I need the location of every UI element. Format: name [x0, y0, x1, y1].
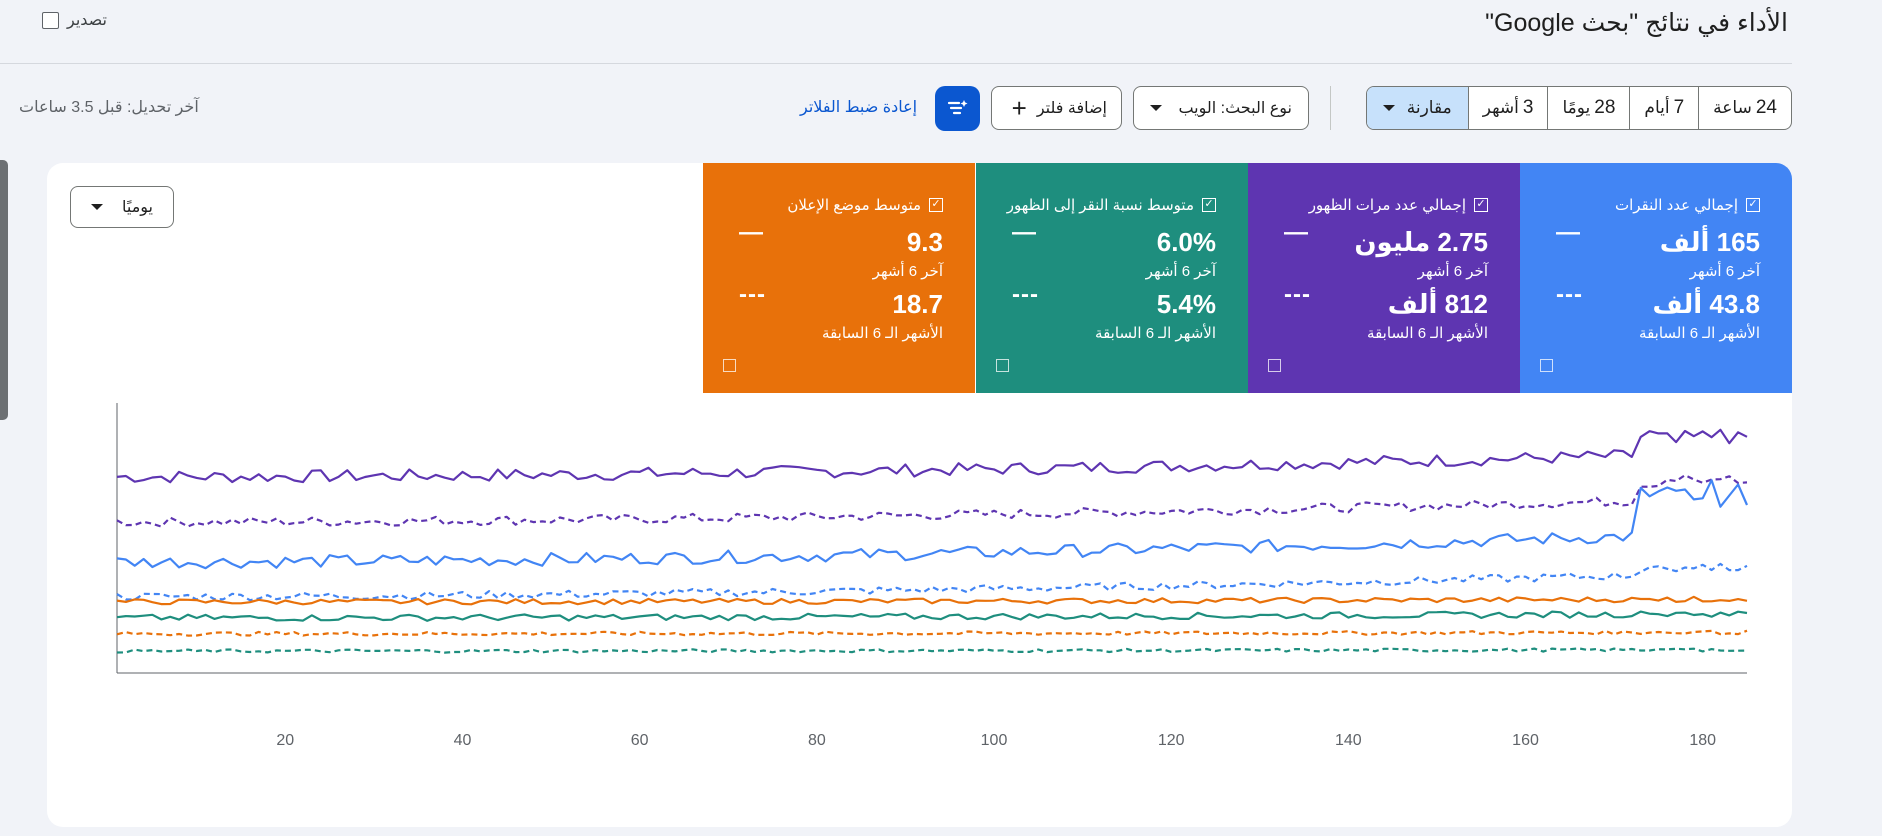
checkbox-checked-icon[interactable]: ✓	[1202, 198, 1216, 212]
export-label: تصدير	[67, 12, 108, 29]
metric-name: متوسط نسبة النقر إلى الظهور	[1006, 197, 1194, 214]
solid-line-legend: —	[1556, 219, 1581, 246]
page-title: الأداء في نتائج "بحث Google"	[1485, 9, 1788, 37]
metric-previous-label: الأشهر الـ 6 السابقة	[1639, 325, 1760, 342]
metric-current-label: آخر 6 أشهر	[1145, 263, 1216, 280]
solid-line-legend: —	[739, 219, 764, 246]
metric-previous-label: الأشهر الـ 6 السابقة	[822, 325, 943, 342]
metric-previous-label: الأشهر الـ 6 السابقة	[1095, 325, 1216, 342]
metric-previous-value: 5.4%	[1156, 289, 1216, 319]
metric-current-value: 165 ألف	[1659, 227, 1760, 257]
date-range-selector: 24 ساعة 7 أيام 28 يومًا 3 أشهر مقارنة	[1365, 86, 1792, 130]
metric-tile-clicks[interactable]: ✓ إجمالي عدد النقرات 165 ألف آخر 6 أشهر 4…	[1520, 163, 1792, 393]
plus-icon: +	[1011, 93, 1027, 123]
series-line-1	[116, 428, 1748, 484]
x-tick-label: 60	[631, 732, 649, 749]
metric-current-value: 2.75 مليون	[1354, 227, 1488, 257]
x-tick-label: 140	[1335, 732, 1362, 749]
metric-tile-position[interactable]: ✓ متوسط موضع الإعلان 9.3 آخر 6 أشهر 18.7 …	[703, 163, 975, 393]
filter-sparkle-icon	[947, 99, 967, 114]
series-line-3	[116, 479, 1749, 570]
range-7-days-button[interactable]: 7 أيام	[1629, 87, 1698, 129]
metric-tile-impressions[interactable]: ✓ إجمالي عدد مرات الظهور 2.75 مليون آخر 6…	[1248, 163, 1520, 393]
series-line-2	[116, 474, 1748, 528]
chevron-down-icon	[1150, 105, 1162, 111]
dashed-line-legend: ---	[1284, 281, 1311, 308]
search-type-label: نوع البحث: الويب	[1178, 100, 1292, 117]
reset-filters-link[interactable]: إعادة ضبط الفلاتر	[800, 99, 918, 116]
x-tick-label: 100	[981, 732, 1008, 749]
export-checkbox-icon[interactable]	[42, 11, 59, 29]
filter-settings-button[interactable]	[935, 86, 980, 131]
checkbox-checked-icon[interactable]: ✓	[1746, 198, 1760, 212]
metric-previous-value: 18.7	[892, 289, 943, 319]
checkbox-checked-icon[interactable]: ✓	[1474, 198, 1488, 212]
x-tick-label: 80	[808, 732, 826, 749]
series-line-6	[116, 610, 1748, 622]
chevron-down-icon	[91, 204, 103, 210]
compare-dropdown[interactable]: مقارنة	[1366, 87, 1468, 129]
metric-previous-label: الأشهر الـ 6 السابقة	[1367, 325, 1488, 342]
chevron-down-icon	[1382, 105, 1395, 111]
last-updated-text: آخر تحديل: قبل 3.5 ساعات	[19, 99, 199, 116]
metric-current-label: آخر 6 أشهر	[1417, 263, 1488, 280]
metric-name: إجمالي عدد النقرات	[1614, 197, 1738, 214]
checkbox-checked-icon[interactable]: ✓	[929, 198, 943, 212]
toolbar-separator	[1330, 86, 1331, 130]
range-24-hours-button[interactable]: 24 ساعة	[1698, 87, 1791, 129]
search-type-dropdown[interactable]: نوع البحث: الويب	[1133, 86, 1309, 130]
range-28-days-button[interactable]: 28 يومًا	[1547, 87, 1629, 129]
info-square-icon[interactable]	[996, 359, 1009, 372]
series-line-5	[116, 595, 1748, 606]
x-tick-label: 160	[1512, 732, 1539, 749]
metric-current-value: 6.0%	[1156, 227, 1216, 257]
metric-current-label: آخر 6 أشهر	[1689, 263, 1760, 280]
metric-previous-value: 812 ألف	[1387, 289, 1488, 319]
metric-name: إجمالي عدد مرات الظهور	[1308, 197, 1466, 214]
granularity-label: يوميًا	[122, 199, 153, 216]
x-tick-label: 20	[276, 732, 294, 749]
metric-name: متوسط موضع الإعلان	[787, 197, 921, 214]
export-button[interactable]: تصدير	[42, 10, 107, 30]
compare-label: مقارنة	[1406, 98, 1452, 117]
series-line-4	[116, 562, 1748, 602]
solid-line-legend: —	[1284, 219, 1309, 246]
x-tick-label: 120	[1158, 732, 1185, 749]
granularity-dropdown[interactable]: يوميًا	[70, 186, 174, 228]
dashed-line-legend: ---	[1556, 281, 1583, 308]
x-tick-label: 40	[454, 732, 472, 749]
dashed-line-legend: ---	[1012, 281, 1039, 308]
series-line-7	[116, 629, 1748, 637]
header-divider	[0, 63, 1792, 64]
metric-current-value: 9.3	[906, 227, 943, 257]
performance-card: يوميًا ✓ إجمالي عدد النقرات 165 ألف آخر 6…	[47, 163, 1792, 827]
metric-tile-ctr[interactable]: ✓ متوسط نسبة النقر إلى الظهور 6.0% آخر 6 …	[976, 163, 1248, 393]
add-filter-label: إضافة فلتر	[1036, 100, 1107, 117]
solid-line-legend: —	[1012, 219, 1037, 246]
side-scrollbar[interactable]	[0, 160, 8, 420]
x-tick-label: 180	[1689, 732, 1716, 749]
info-square-icon[interactable]	[1540, 359, 1553, 372]
info-square-icon[interactable]	[1268, 359, 1281, 372]
metric-current-label: آخر 6 أشهر	[872, 263, 943, 280]
add-filter-button[interactable]: إضافة فلتر +	[991, 86, 1122, 130]
metric-previous-value: 43.8 ألف	[1652, 289, 1760, 319]
performance-line-chart: 20 40 60 80 100 120 140 160 180	[116, 403, 1749, 749]
range-3-months-button[interactable]: 3 أشهر	[1467, 87, 1548, 129]
dashed-line-legend: ---	[739, 281, 766, 308]
series-line-8	[116, 647, 1748, 654]
info-square-icon[interactable]	[723, 359, 736, 372]
